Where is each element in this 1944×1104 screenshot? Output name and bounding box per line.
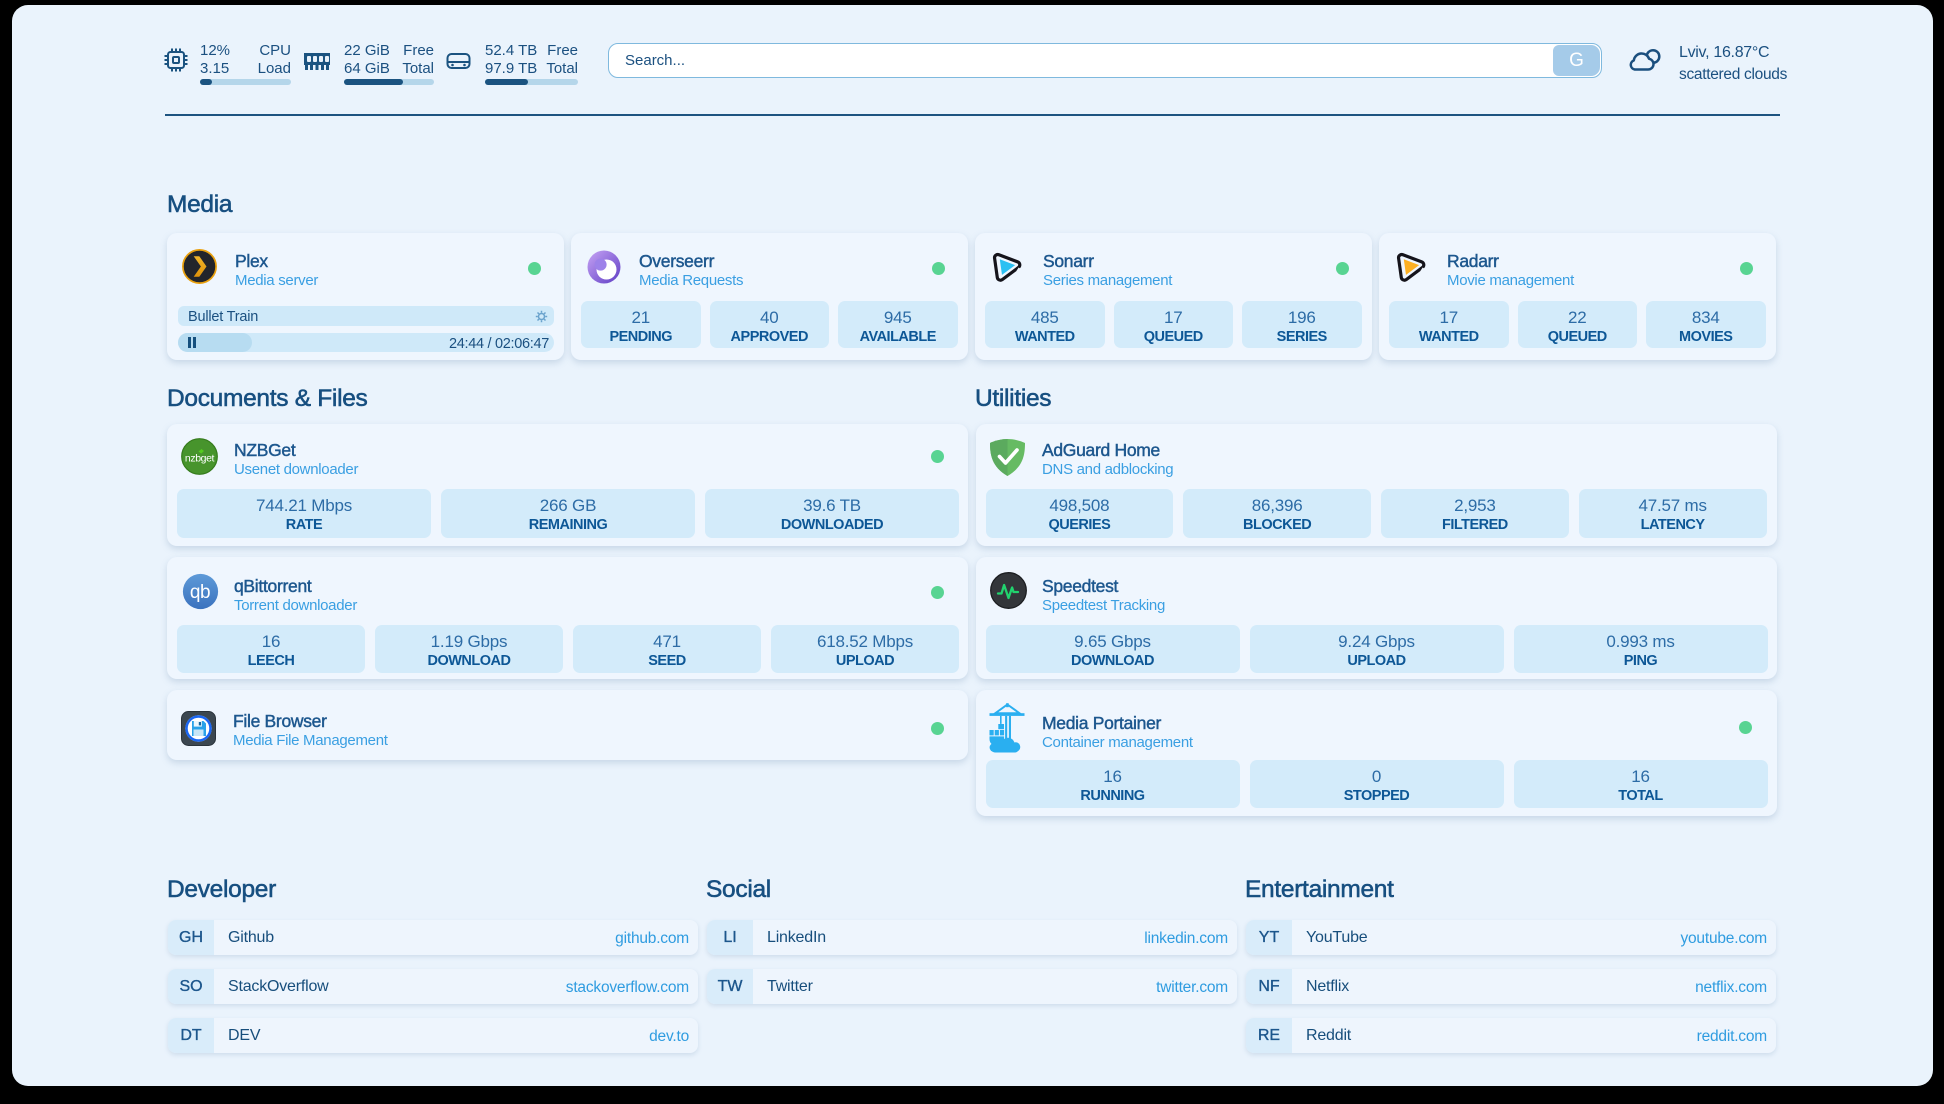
- svg-text:nzbget: nzbget: [185, 453, 215, 465]
- svg-text:qb: qb: [190, 582, 210, 603]
